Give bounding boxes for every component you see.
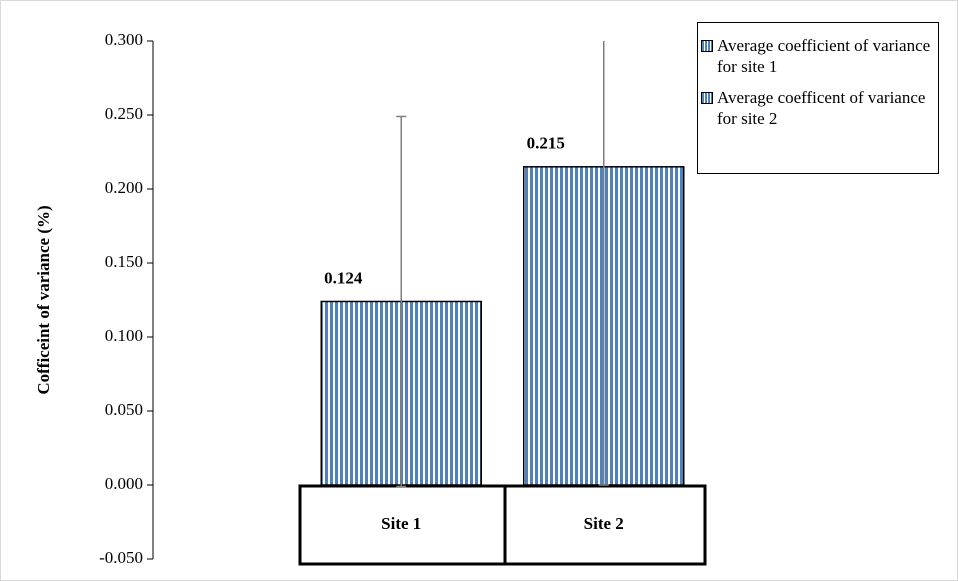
y-axis-title: Cofficeint of variance (%) xyxy=(34,205,53,394)
legend-label: Average coefficient of variance for site… xyxy=(717,36,931,76)
y-tick-label: 0.250 xyxy=(105,104,143,123)
category-box xyxy=(298,484,707,566)
x-tick-label: Site 1 xyxy=(381,514,421,533)
y-tick-label: 0.200 xyxy=(105,178,143,197)
value-label: 0.124 xyxy=(324,268,363,287)
value-label: 0.215 xyxy=(527,134,565,153)
y-tick-label: 0.000 xyxy=(105,474,143,493)
legend-label: Average coefficent of variance for site … xyxy=(717,88,926,128)
legend-swatch xyxy=(701,40,713,52)
legend: Average coefficient of variance for site… xyxy=(697,22,939,174)
y-tick-label: 0.300 xyxy=(105,30,143,49)
y-tick-label: -0.050 xyxy=(99,548,143,567)
error-bar xyxy=(396,115,407,488)
legend-entry: Average coefficent of variance for site … xyxy=(701,87,933,129)
legend-swatch xyxy=(701,92,713,104)
legend-entry: Average coefficient of variance for site… xyxy=(701,35,933,77)
error-bar xyxy=(598,41,609,486)
y-tick-label: 0.050 xyxy=(105,400,143,419)
y-tick-label: 0.150 xyxy=(105,252,143,271)
x-tick-label: Site 2 xyxy=(584,514,624,533)
y-tick-label: 0.100 xyxy=(105,326,143,345)
